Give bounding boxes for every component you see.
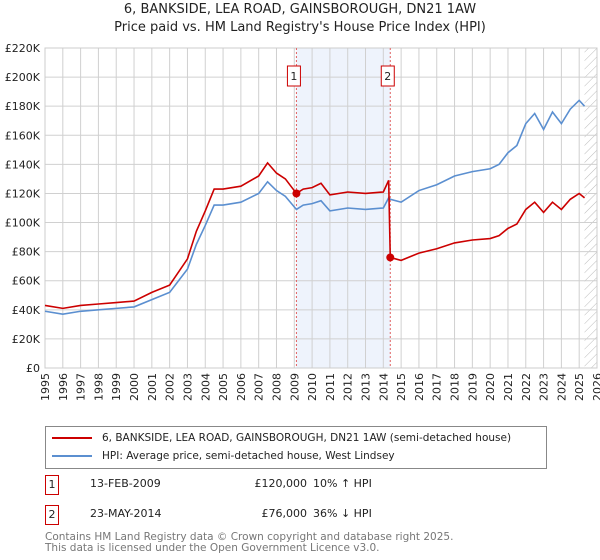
chart-title: 6, BANKSIDE, LEA ROAD, GAINSBOROUGH, DN2… xyxy=(123,2,477,17)
x-tick-label: 2002 xyxy=(164,373,177,401)
sale-point xyxy=(386,253,395,262)
x-tick-label: 2000 xyxy=(128,373,141,401)
footer-copyright: Contains HM Land Registry data © Crown c… xyxy=(45,531,454,543)
legend-item-hpi: HPI: Average price, semi-detached house,… xyxy=(52,450,395,462)
x-tick-label: 2003 xyxy=(181,373,194,401)
sale-point xyxy=(292,189,301,198)
y-tick-label: £20K xyxy=(12,333,41,346)
series-line xyxy=(44,99,586,315)
transaction-row: 2 23-MAY-2014 £76,000 36% ↓ HPI xyxy=(45,505,545,525)
y-tick-label: £160K xyxy=(5,129,41,142)
x-tick-label: 2010 xyxy=(306,373,319,401)
x-tick-label: 2004 xyxy=(199,373,212,401)
x-tick-label: 2009 xyxy=(288,373,301,401)
y-tick-label: £200K xyxy=(5,71,41,84)
x-tick-label: 2016 xyxy=(413,373,426,401)
y-tick-label: £0 xyxy=(26,362,40,375)
legend-swatch-blue xyxy=(52,455,92,457)
x-tick-label: 2018 xyxy=(449,373,462,401)
y-tick-label: £140K xyxy=(5,158,41,171)
y-tick-label: £80K xyxy=(12,246,41,259)
x-tick-label: 2025 xyxy=(573,373,586,401)
plot-frame xyxy=(44,47,598,369)
x-tick-label: 1997 xyxy=(75,373,88,401)
x-tick-label: 2022 xyxy=(520,373,533,401)
transaction-date: 13-FEB-2009 xyxy=(90,477,161,490)
legend-item-property: 6, BANKSIDE, LEA ROAD, GAINSBOROUGH, DN2… xyxy=(52,432,511,444)
x-tick-label: 2008 xyxy=(270,373,283,401)
x-tick-label: 1995 xyxy=(39,373,52,401)
y-tick-label: £180K xyxy=(5,100,41,113)
x-tick-label: 1998 xyxy=(92,373,105,401)
legend-label: HPI: Average price, semi-detached house,… xyxy=(102,450,395,462)
y-tick-label: £120K xyxy=(5,187,41,200)
y-tick-label: £220K xyxy=(5,42,41,55)
x-tick-label: 2020 xyxy=(484,373,497,401)
transaction-badge: 2 xyxy=(45,505,59,525)
x-tick-label: 2014 xyxy=(377,373,390,401)
transaction-row: 1 13-FEB-2009 £120,000 10% ↑ HPI xyxy=(45,475,545,495)
y-tick-label: £60K xyxy=(12,275,41,288)
sale-marker-label: 1 xyxy=(290,70,297,83)
y-tick-label: £100K xyxy=(5,217,41,230)
transaction-date: 23-MAY-2014 xyxy=(90,507,162,520)
x-tick-label: 2026 xyxy=(591,373,600,401)
x-tick-label: 2006 xyxy=(235,373,248,401)
series-line xyxy=(44,161,586,310)
x-tick-label: 2017 xyxy=(431,373,444,401)
chart-subtitle: Price paid vs. HM Land Registry's House … xyxy=(114,20,486,35)
sale-marker-label: 2 xyxy=(384,70,391,83)
x-tick-label: 2012 xyxy=(342,373,355,401)
x-tick-label: 2001 xyxy=(146,373,159,401)
transaction-hpi: 10% ↑ HPI xyxy=(313,477,372,490)
price-chart: 1995 1996 1997 1998 1999 2000 2001 2002 2003 2004… xyxy=(5,42,600,401)
transaction-price: £76,000 xyxy=(261,507,308,520)
x-tick-label: 2007 xyxy=(253,373,266,401)
x-tick-label: 2011 xyxy=(324,373,337,401)
legend-swatch-red xyxy=(52,437,92,439)
x-tick-label: 2019 xyxy=(466,373,479,401)
x-tick-label: 2024 xyxy=(555,373,568,401)
x-tick-label: 2013 xyxy=(360,373,373,401)
x-tick-label: 1999 xyxy=(110,373,123,401)
legend-label: 6, BANKSIDE, LEA ROAD, GAINSBOROUGH, DN2… xyxy=(102,432,512,444)
x-tick-label: 1996 xyxy=(57,373,70,401)
transaction-price: £120,000 xyxy=(254,477,308,490)
x-tick-label: 2021 xyxy=(502,373,515,401)
footer-licence: This data is licensed under the Open Gov… xyxy=(45,542,380,554)
legend: 6, BANKSIDE, LEA ROAD, GAINSBOROUGH, DN2… xyxy=(45,426,547,469)
sale-marker-box xyxy=(380,65,395,87)
x-tick-label: 2015 xyxy=(395,373,408,401)
y-tick-label: £40K xyxy=(12,304,41,317)
x-tick-label: 2005 xyxy=(217,373,230,401)
sale-marker-box xyxy=(286,65,301,87)
transaction-hpi: 36% ↓ HPI xyxy=(313,507,372,520)
forecast-hatch xyxy=(584,48,597,368)
x-tick-label: 2023 xyxy=(538,373,551,401)
transaction-badge: 1 xyxy=(45,475,59,495)
